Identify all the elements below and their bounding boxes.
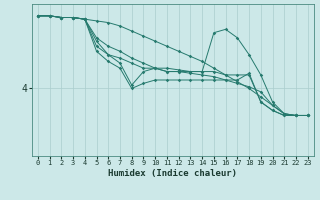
X-axis label: Humidex (Indice chaleur): Humidex (Indice chaleur): [108, 169, 237, 178]
